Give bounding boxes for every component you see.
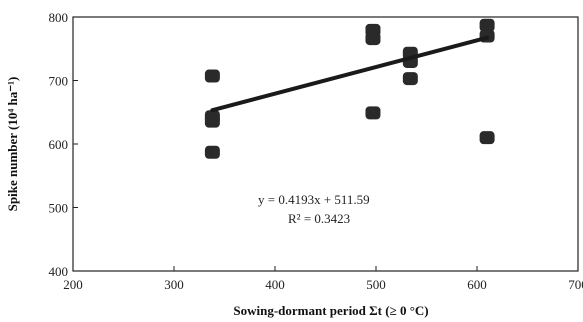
x-tick-label: 500 bbox=[366, 277, 386, 292]
y-tick-label: 700 bbox=[49, 74, 69, 89]
data-point bbox=[402, 72, 418, 86]
points-layer bbox=[204, 18, 495, 159]
data-point bbox=[365, 106, 381, 120]
data-point bbox=[204, 69, 220, 83]
r2-label: R² = 0.3423 bbox=[288, 211, 350, 226]
y-tick-label: 400 bbox=[49, 264, 69, 279]
data-point bbox=[479, 18, 495, 32]
plot-frame bbox=[72, 16, 579, 272]
y-tick-label: 600 bbox=[49, 137, 69, 152]
x-tick-label: 700 bbox=[568, 277, 583, 292]
x-tick-label: 300 bbox=[164, 277, 184, 292]
x-tick-label: 200 bbox=[63, 277, 83, 292]
data-point bbox=[204, 145, 220, 159]
y-tick-label: 800 bbox=[49, 10, 69, 25]
x-axis-title: Sowing-dormant period Σt (≥ 0 °C) bbox=[233, 303, 428, 318]
trendline bbox=[210, 35, 490, 113]
ticks-layer: 200 300 400 500 600 700 400 500 600 700 800 bbox=[49, 10, 583, 292]
x-tick-label: 600 bbox=[467, 277, 487, 292]
y-axis-title: Spike number (10⁴ ha⁻¹) bbox=[5, 77, 20, 212]
x-tick-label: 400 bbox=[265, 277, 285, 292]
y-tick-label: 500 bbox=[49, 201, 69, 216]
data-point bbox=[365, 32, 381, 46]
data-point bbox=[479, 131, 495, 145]
data-point bbox=[204, 114, 220, 128]
equation-label: y = 0.4193x + 511.59 bbox=[258, 192, 370, 207]
